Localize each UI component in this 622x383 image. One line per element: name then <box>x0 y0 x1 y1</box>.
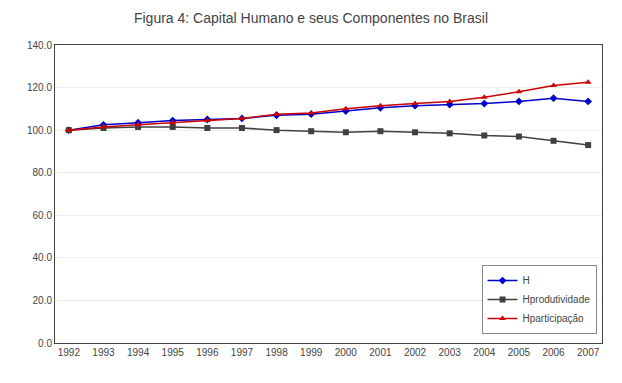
svg-text:1998: 1998 <box>265 347 288 358</box>
svg-text:60.0: 60.0 <box>33 210 53 221</box>
svg-text:1995: 1995 <box>162 347 185 358</box>
svg-text:2000: 2000 <box>335 347 358 358</box>
svg-text:140.0: 140.0 <box>27 40 52 51</box>
svg-text:1999: 1999 <box>300 347 323 358</box>
svg-text:H: H <box>523 275 530 286</box>
svg-text:2002: 2002 <box>404 347 427 358</box>
svg-text:2003: 2003 <box>439 347 462 358</box>
svg-text:0.0: 0.0 <box>38 338 52 349</box>
svg-text:2004: 2004 <box>473 347 496 358</box>
svg-text:100.0: 100.0 <box>27 125 52 136</box>
svg-text:Hparticipação: Hparticipação <box>523 313 585 324</box>
svg-text:120.0: 120.0 <box>27 82 52 93</box>
svg-text:40.0: 40.0 <box>33 252 53 263</box>
svg-text:Figura 4: Capital Humano e seu: Figura 4: Capital Humano e seus Componen… <box>134 10 488 26</box>
svg-text:2007: 2007 <box>577 347 600 358</box>
svg-text:80.0: 80.0 <box>33 167 53 178</box>
svg-text:1996: 1996 <box>196 347 219 358</box>
svg-text:1993: 1993 <box>92 347 115 358</box>
svg-text:2001: 2001 <box>369 347 392 358</box>
svg-text:1994: 1994 <box>127 347 150 358</box>
svg-text:Hprodutividade: Hprodutividade <box>523 294 591 305</box>
svg-text:2005: 2005 <box>508 347 531 358</box>
svg-text:1992: 1992 <box>58 347 81 358</box>
svg-text:2006: 2006 <box>542 347 565 358</box>
svg-text:20.0: 20.0 <box>33 295 53 306</box>
svg-text:1997: 1997 <box>231 347 254 358</box>
